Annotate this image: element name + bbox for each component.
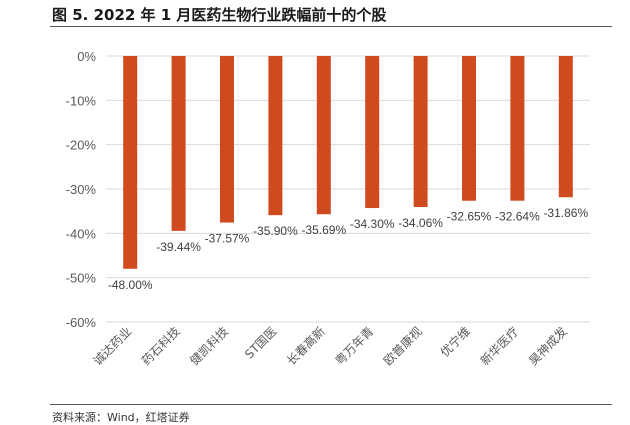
data-label: -34.06% [398,216,443,230]
x-tick-label: ST国医 [242,324,279,361]
y-axis-ticks: 0% -10% -20% -30% -40% -50% -60% [66,49,97,330]
y-tick-label: -30% [66,182,97,197]
bar [413,56,428,207]
y-tick-label: -60% [66,315,97,330]
data-label: -35.69% [301,223,346,237]
bars [123,56,573,269]
bar [558,56,573,198]
x-tick-label: 昊神成发 [525,324,570,369]
grid-lines [106,55,590,323]
figure-title: 图 5. 2022 年 1 月医药生物行业跌幅前十的个股 [52,6,387,24]
x-tick-label: 健凯科技 [187,324,231,368]
data-label: -48.00% [108,278,153,292]
footer-rule [50,404,612,405]
data-label: -35.90% [253,224,298,238]
x-tick-label: 欧普康视 [380,324,425,369]
bar [462,56,476,201]
bar [268,56,283,216]
x-tick-label: 粤万年青 [332,324,377,369]
data-label: -32.65% [447,210,492,224]
bar [123,56,138,269]
x-tick-label: 新华医疗 [477,324,522,369]
x-tick-label: 药石科技 [139,324,183,368]
y-tick-label: -50% [66,271,97,286]
x-tick-label: 长春高新 [283,324,328,369]
bar [316,56,331,215]
y-tick-label: -10% [66,93,97,108]
data-label: -34.30% [350,217,395,231]
y-tick-label: -40% [66,226,97,241]
source-note: 资料来源：Wind，红塔证券 [52,411,190,424]
data-labels: -48.00% -39.44% -37.57%-35.90% -35.69% -34.3… [108,206,589,292]
data-label: -31.86% [543,206,588,220]
x-tick-label: 优宁维 [437,324,473,360]
bar [220,56,234,223]
bar [510,56,525,201]
data-label: -37.57% [205,232,250,246]
bar [365,56,380,209]
y-tick-label: 0% [77,49,96,64]
title-rule [50,26,612,27]
bar [171,56,186,231]
data-label: -39.44% [156,240,201,254]
data-label: -32.64% [495,210,540,224]
x-tick-label: 诚达药业 [90,324,134,368]
x-axis-labels: 诚达药业 药石科技 健凯科技 ST国医 长春高新 粤万年青 欧普康视 优宁维 新华医疗 昊神成发 [90,324,569,369]
y-tick-label: -20% [66,138,97,153]
